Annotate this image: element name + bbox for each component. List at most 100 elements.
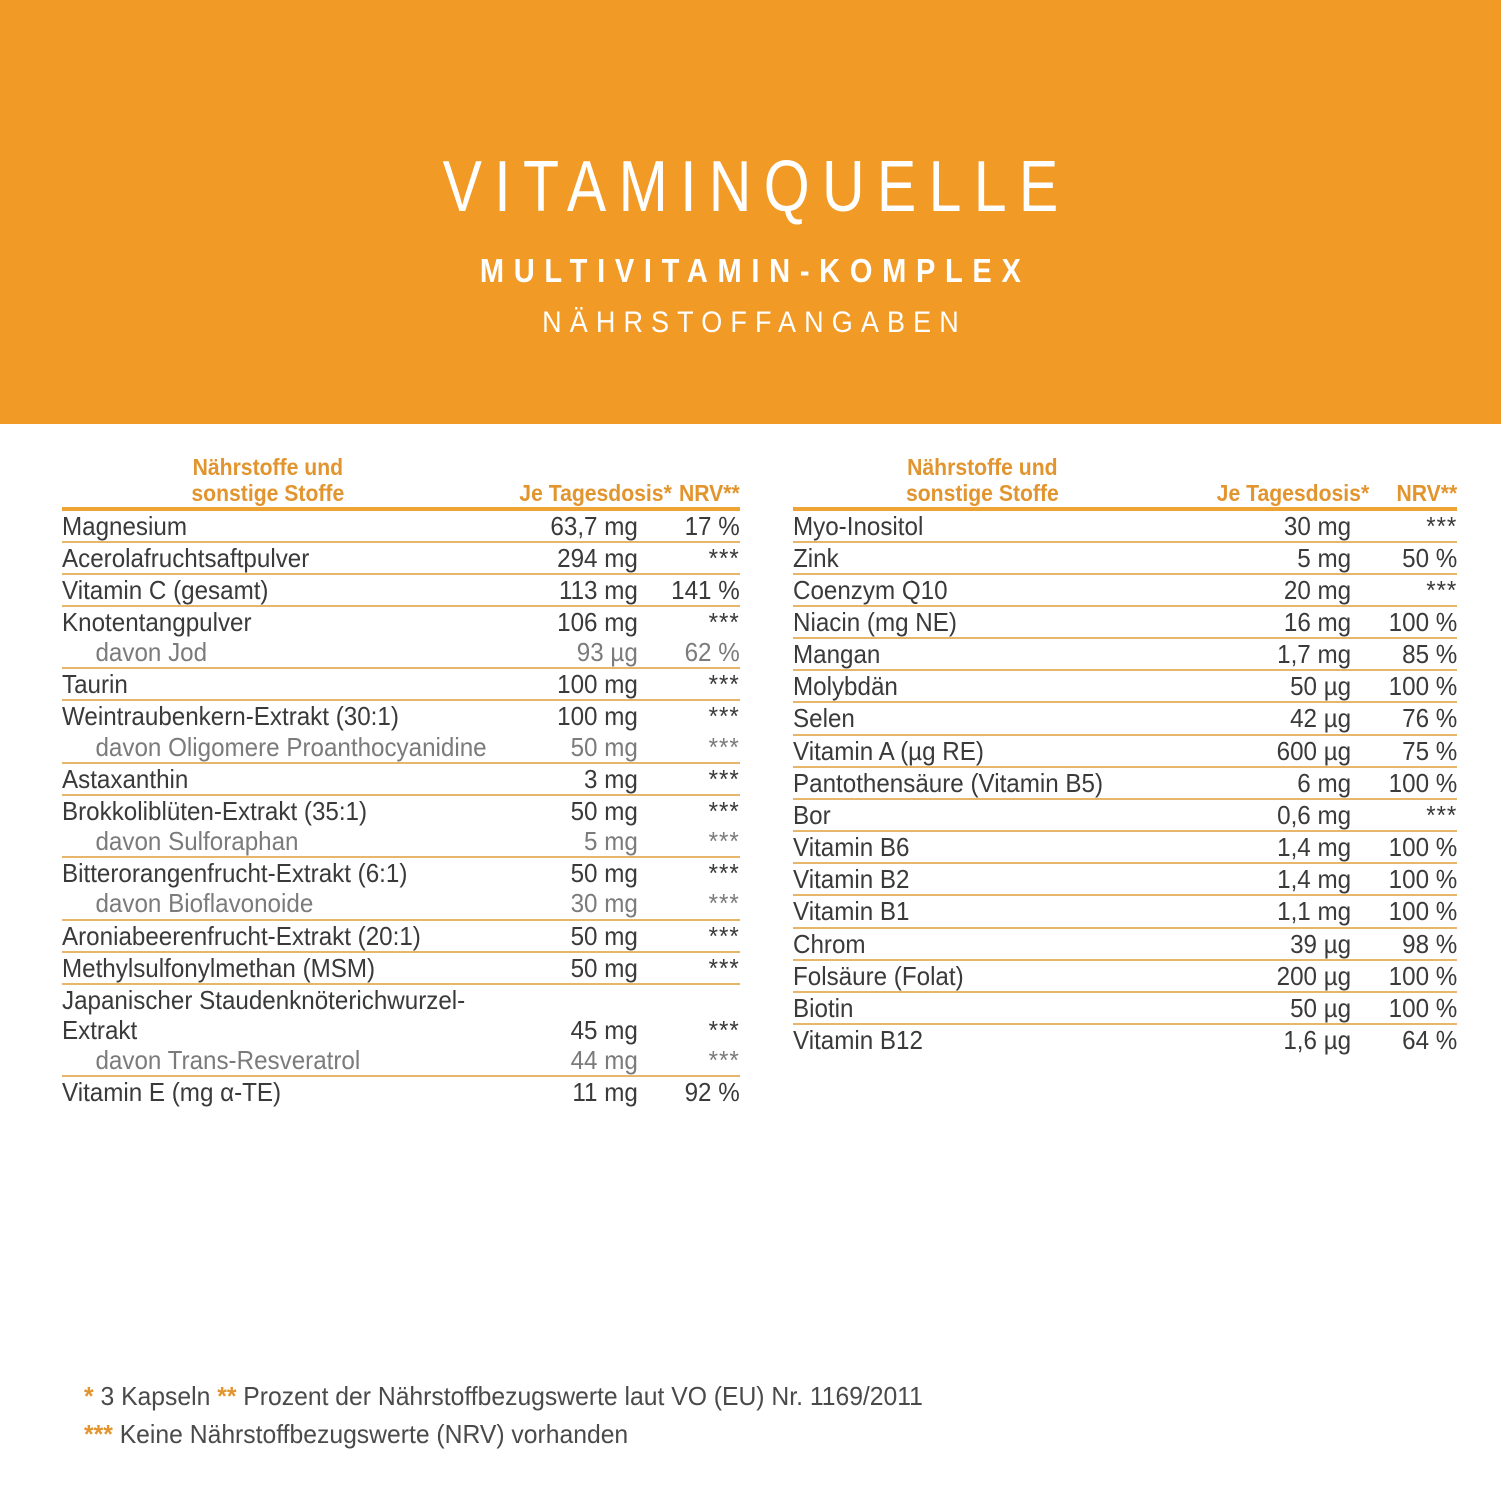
nutrient-dose: 100 mg (557, 669, 639, 700)
nutrient-nrv: *** (708, 920, 740, 951)
nutrient-dose: 50 µg (1289, 671, 1351, 702)
nutrient-dose: 50 mg (571, 858, 639, 889)
nutrient-sub-name: davon Jod (95, 637, 208, 668)
nutrient-dose: 1,1 mg (1276, 896, 1351, 927)
nutrient-nrv: *** (708, 763, 740, 794)
table-row: Molybdän 50 µg 100 % (793, 670, 1457, 702)
nutrient-name: Molybdän (793, 671, 898, 702)
nutrient-nrv: 98 % (1401, 928, 1457, 959)
nutrition-table-left-wrapper: Nährstoffe und sonstige Stoffe Je Tagesd… (62, 454, 740, 1108)
table-row: Folsäure (Folat) 200 µg 100 % (793, 959, 1457, 992)
nutrient-name: Biotin (793, 992, 854, 1023)
nutrient-dose: 63,7 mg (550, 510, 639, 541)
section-subtitle: NÄHRSTOFFANGABEN (542, 305, 967, 339)
nutrient-dose: 106 mg (557, 606, 639, 637)
asterisk-single-icon: * (84, 1381, 94, 1411)
column-header-name: Nährstoffe und sonstige Stoffe (191, 454, 345, 506)
header-banner: VITAMINQUELLE MULTIVITAMIN-KOMPLEX NÄHRS… (0, 0, 1501, 424)
table-row: Vitamin B1 1,1 mg 100 % (793, 895, 1457, 927)
nutrient-dose: 30 mg (1283, 510, 1351, 541)
nutrient-dose: 100 mg (557, 701, 639, 732)
footnote-line-2: *** Keine Nährstoffbezugswerte (NRV) vor… (84, 1416, 1348, 1454)
nutrient-name: Vitamin C (gesamt) (62, 574, 269, 605)
nutrient-nrv: *** (1425, 799, 1457, 830)
table-sub-row: davon Bioflavonoide 30 mg *** (62, 888, 740, 919)
nutrient-dose: 42 µg (1289, 703, 1351, 734)
nutrient-sub-nrv: 62 % (684, 637, 740, 668)
nutrient-name: Taurin (62, 669, 128, 700)
table-row: Vitamin B12 1,6 µg 64 % (793, 1024, 1457, 1055)
table-row: Knotentangpulver 106 mg *** (62, 605, 740, 637)
nutrient-name: Bor (793, 799, 831, 830)
nutrient-name: Vitamin E (mg α-TE) (62, 1077, 282, 1108)
table-sub-row: davon Trans-Resveratrol 44 mg *** (62, 1045, 740, 1076)
nutrient-sub-nrv: *** (708, 826, 740, 857)
nutrient-nrv: 100 % (1388, 671, 1457, 702)
nutrient-nrv: *** (708, 701, 740, 732)
nutrient-name: Zink (793, 542, 839, 573)
column-header-dose: Je Tagesdosis* (519, 479, 673, 506)
table-body-right: Myo-Inositol 30 mg *** Zink 5 mg 50 % Coenzym … (793, 509, 1457, 1056)
table-row: Brokkoliblüten-Extrakt (35:1) 50 mg *** (62, 794, 740, 826)
nutrient-sub-name: davon Sulforaphan (95, 826, 299, 857)
nutrient-nrv: 141 % (671, 574, 740, 605)
column-header-nrv: NRV** (1396, 479, 1457, 506)
table-row: Aroniabeerenfrucht-Extrakt (20:1) 50 mg **… (62, 919, 740, 952)
nutrient-name: Methylsulfonylmethan (MSM) (62, 952, 376, 983)
nutrient-dose: 294 mg (557, 542, 639, 573)
nutrient-name: Magnesium (62, 510, 187, 541)
nutrient-sub-nrv: *** (708, 1045, 740, 1076)
table-row: Magnesium 63,7 mg 17 % (62, 509, 740, 542)
table-row: Bor 0,6 mg *** (793, 798, 1457, 831)
nutrient-name: Vitamin B2 (793, 864, 910, 895)
table-row: Taurin 100 mg *** (62, 668, 740, 700)
nutrient-nrv: 100 % (1388, 767, 1457, 798)
nutrient-dose: 1,4 mg (1276, 832, 1351, 863)
nutrient-nrv: 92 % (684, 1077, 740, 1108)
nutrition-table-right: Nährstoffe und sonstige Stoffe Je Tagesd… (793, 454, 1457, 1056)
nutrient-dose: 16 mg (1283, 606, 1351, 637)
nutrient-name: Vitamin B6 (793, 832, 910, 863)
nutrient-nrv: 85 % (1401, 639, 1457, 670)
table-row: Mangan 1,7 mg 85 % (793, 638, 1457, 670)
column-header-name: Nährstoffe und sonstige Stoffe (905, 454, 1059, 506)
table-row: Vitamin B2 1,4 mg 100 % (793, 863, 1457, 895)
nutrient-nrv: 64 % (1401, 1025, 1457, 1055)
footnote-line-1: * 3 Kapseln ** Prozent der Nährstoffbezu… (84, 1378, 1348, 1416)
nutrient-dose: 1,6 µg (1283, 1025, 1351, 1055)
nutrient-name: Myo-Inositol (793, 510, 924, 541)
nutrient-sub-name: davon Oligomere Proanthocyanidine (95, 731, 487, 762)
nutrient-sub-name: davon Bioflavonoide (95, 888, 314, 919)
product-subtitle: MULTIVITAMIN-KOMPLEX (480, 251, 1031, 289)
nutrient-name: Coenzym Q10 (793, 574, 948, 605)
table-row: Zink 5 mg 50 % (793, 541, 1457, 574)
asterisk-triple-icon: *** (84, 1418, 113, 1449)
nutrient-name: Brokkoliblüten-Extrakt (35:1) (62, 795, 368, 826)
table-row: Bitterorangenfrucht-Extrakt (6:1) 50 mg **… (62, 857, 740, 888)
table-row: Myo-Inositol 30 mg *** (793, 509, 1457, 542)
table-row: Astaxanthin 3 mg *** (62, 762, 740, 795)
nutrient-name: Vitamin A (µg RE) (793, 735, 984, 766)
footnotes: * 3 Kapseln ** Prozent der Nährstoffbezu… (84, 1378, 1348, 1453)
nutrient-nrv: 75 % (1401, 735, 1457, 766)
nutrient-name: Vitamin B12 (793, 1025, 923, 1055)
nutrition-table-left: Nährstoffe und sonstige Stoffe Je Tagesd… (62, 454, 740, 1108)
nutrient-nrv: 76 % (1401, 703, 1457, 734)
nutrient-name: Bitterorangenfrucht-Extrakt (6:1) (62, 858, 408, 889)
nutrient-nrv: 50 % (1401, 542, 1457, 573)
nutrient-dose: 50 mg (571, 952, 639, 983)
nutrient-dose: 50 mg (571, 920, 639, 951)
table-row: Weintraubenkern-Extrakt (30:1) 100 mg *** (62, 700, 740, 731)
nutrient-sub-dose: 5 mg (584, 826, 639, 857)
table-row: Japanischer Staudenknöterichwurzel- Extra… (62, 983, 740, 1045)
nutrient-name: Astaxanthin (62, 763, 189, 794)
nutrient-name: Folsäure (Folat) (793, 960, 964, 991)
nutrient-dose: 6 mg (1296, 767, 1351, 798)
nutrient-dose: 11 mg (572, 1077, 639, 1108)
table-row: Methylsulfonylmethan (MSM) 50 mg *** (62, 951, 740, 984)
table-row: Pantothensäure (Vitamin B5) 6 mg 100 % (793, 766, 1457, 799)
nutrient-sub-dose: 44 mg (571, 1045, 639, 1076)
nutrient-nrv: 100 % (1388, 896, 1457, 927)
nutrient-nrv: 100 % (1388, 864, 1457, 895)
